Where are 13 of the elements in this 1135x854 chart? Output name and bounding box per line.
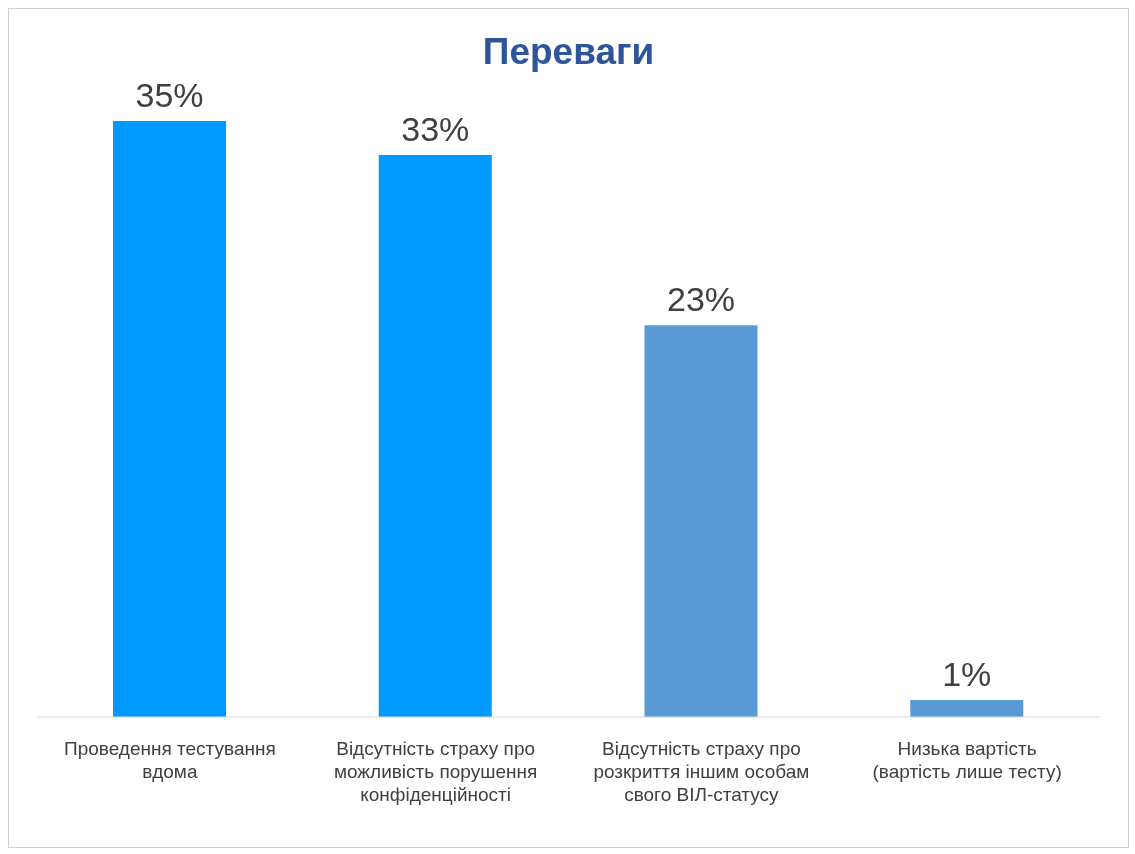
data-label: 23% [666, 280, 736, 319]
data-label: 1% [942, 654, 992, 693]
data-label: 35% [135, 76, 204, 114]
bar [910, 699, 1024, 717]
bar [644, 325, 758, 717]
x-tick-label: Відсутність страху про розкриття іншим особам свого ВІЛ-статусу [593, 738, 810, 805]
x-tick-label: Відсутність страху про можливість порушення конфіденційності [333, 738, 538, 805]
x-tick-label: Проведення тестування вдома [64, 738, 276, 782]
bar [113, 121, 226, 717]
x-tick-label: Низька вартість (вартість лише тесту) [872, 738, 1062, 782]
chart-title: Переваги [481, 31, 656, 73]
data-label: 33% [401, 110, 470, 149]
bar [378, 155, 492, 717]
